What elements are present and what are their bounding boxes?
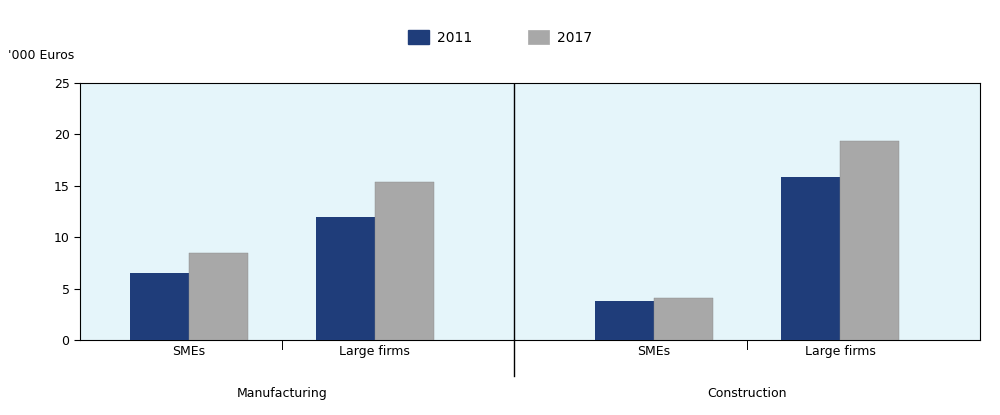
Text: '000 Euros: '000 Euros — [8, 49, 74, 62]
Bar — [840, 141, 899, 340]
Legend: 2011, 2017: 2011, 2017 — [402, 24, 598, 50]
Bar — [781, 177, 840, 340]
Text: Manufacturing: Manufacturing — [236, 387, 327, 400]
Bar — [654, 298, 713, 340]
Bar — [189, 253, 248, 340]
Bar — [316, 217, 375, 340]
Bar — [130, 273, 189, 340]
Bar — [375, 182, 434, 340]
Text: Construction: Construction — [707, 387, 787, 400]
Bar — [595, 301, 654, 340]
